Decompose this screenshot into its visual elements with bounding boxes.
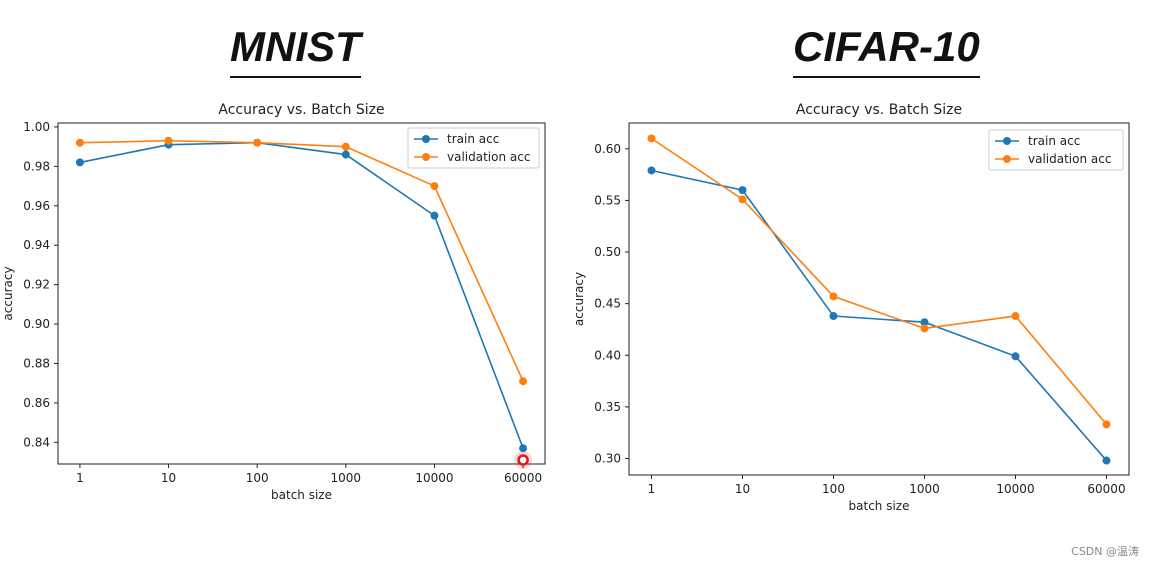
mnist-series-1-point-3 <box>341 142 350 151</box>
cifar-xtick-label-10000: 10000 <box>996 482 1034 496</box>
cifar-xtick-label-1000: 1000 <box>909 482 940 496</box>
mnist-ytick-label-4: 0.92 <box>23 278 50 292</box>
cifar-heading: CIFAR-10 <box>793 26 980 78</box>
cifar-series-0-point-1 <box>738 186 747 195</box>
cifar-series-line-0 <box>651 169 1108 462</box>
mnist-ytick-label-1: 0.86 <box>23 396 50 410</box>
mnist-series-0-point-5 <box>519 444 528 453</box>
mnist-legend-label-0: train acc <box>447 132 499 146</box>
cifar-series-0-point-4 <box>1011 352 1020 361</box>
mnist-heading: MNIST <box>230 26 361 78</box>
mnist-series-0-point-0 <box>75 158 84 167</box>
cifar-legend-box <box>988 129 1124 171</box>
cifar-series-1-point-4 <box>1011 312 1020 321</box>
mnist-series-0-point-4 <box>430 211 439 220</box>
mnist-ytick-label-5: 0.94 <box>23 238 50 252</box>
mnist-series-line-0 <box>79 141 524 449</box>
mnist-legend-marker-1 <box>422 153 430 161</box>
watermark: CSDN @温涛 <box>1071 545 1139 558</box>
cifar-series-1-point-3 <box>920 324 929 333</box>
cifar-series-line-1 <box>651 137 1108 425</box>
mnist-series-1-point-5 <box>519 377 528 386</box>
mnist-legend-box <box>407 127 540 169</box>
cifar-series-0-point-5 <box>1102 456 1111 465</box>
cifar-ytick-label-3: 0.45 <box>594 297 621 311</box>
cifar-series-0-point-3 <box>920 318 929 327</box>
mnist-y-axis-label: accuracy <box>1 266 15 320</box>
mnist-ytick-label-2: 0.88 <box>23 356 50 370</box>
cifar-legend-label-1: validation acc <box>1028 152 1111 166</box>
mnist-xtick-label-60000: 60000 <box>504 471 542 485</box>
cifar-xtick-label-1: 1 <box>648 482 656 496</box>
mnist-series-1-point-0 <box>75 138 84 147</box>
cifar-axes-frame <box>628 122 1130 476</box>
mnist-ytick-label-3: 0.90 <box>23 317 50 331</box>
mnist-xtick-label-10000: 10000 <box>415 471 453 485</box>
mnist-ytick-label-7: 0.98 <box>23 159 50 173</box>
cifar-xtick-label-100: 100 <box>822 482 845 496</box>
mnist-xtick-label-1000: 1000 <box>331 471 362 485</box>
cifar-legend-label-0: train acc <box>1028 134 1080 148</box>
mnist-series-0-point-3 <box>341 150 350 159</box>
cifar-series-1-point-0 <box>647 134 656 143</box>
cifar-chart-title: Accuracy vs. Batch Size <box>796 102 962 118</box>
cifar-ytick-label-1: 0.35 <box>594 400 621 414</box>
cifar-ytick-label-2: 0.40 <box>594 348 621 362</box>
mnist-ytick-label-0: 0.84 <box>23 435 50 449</box>
cifar-series-0-point-0 <box>647 166 656 175</box>
cifar-xtick-label-60000: 60000 <box>1087 482 1125 496</box>
mnist-chart-title: Accuracy vs. Batch Size <box>218 102 384 118</box>
cifar-ytick-label-6: 0.60 <box>594 142 621 156</box>
mnist-xtick-label-1: 1 <box>76 471 84 485</box>
cifar-y-axis-label: accuracy <box>572 272 586 326</box>
mnist-series-line-1 <box>79 139 524 382</box>
mnist-legend-marker-0 <box>422 135 430 143</box>
mnist-series-1-point-2 <box>253 138 262 147</box>
cifar-ytick-label-0: 0.30 <box>594 451 621 465</box>
cifar-ytick-label-5: 0.55 <box>594 193 621 207</box>
cifar-series-1-point-5 <box>1102 420 1111 429</box>
mnist-heading-underline <box>230 76 361 78</box>
mnist-axes-frame <box>57 122 546 465</box>
cifar-series-1-point-1 <box>738 195 747 204</box>
mnist-series-1-point-4 <box>430 182 439 191</box>
cifar-xtick-label-10: 10 <box>735 482 750 496</box>
mnist-heading-text: MNIST <box>230 23 361 70</box>
cifar-ytick-label-4: 0.50 <box>594 245 621 259</box>
cifar-x-axis-label: batch size <box>849 499 910 513</box>
mnist-ytick-label-6: 0.96 <box>23 199 50 213</box>
cifar-heading-text: CIFAR-10 <box>793 23 980 70</box>
mnist-xtick-label-100: 100 <box>246 471 269 485</box>
mnist-xtick-label-10: 10 <box>161 471 176 485</box>
cifar-heading-underline <box>793 76 980 78</box>
mnist-series-1-point-1 <box>164 136 173 145</box>
cifar-legend-marker-1 <box>1003 155 1011 163</box>
mnist-legend-label-1: validation acc <box>447 150 530 164</box>
mnist-x-axis-label: batch size <box>271 488 332 502</box>
mnist-ytick-label-8: 1.00 <box>23 120 50 134</box>
cifar-series-1-point-2 <box>829 292 838 301</box>
cifar-series-0-point-2 <box>829 312 838 321</box>
cifar-legend-marker-0 <box>1003 137 1011 145</box>
mnist-highlight-marker <box>517 454 529 466</box>
